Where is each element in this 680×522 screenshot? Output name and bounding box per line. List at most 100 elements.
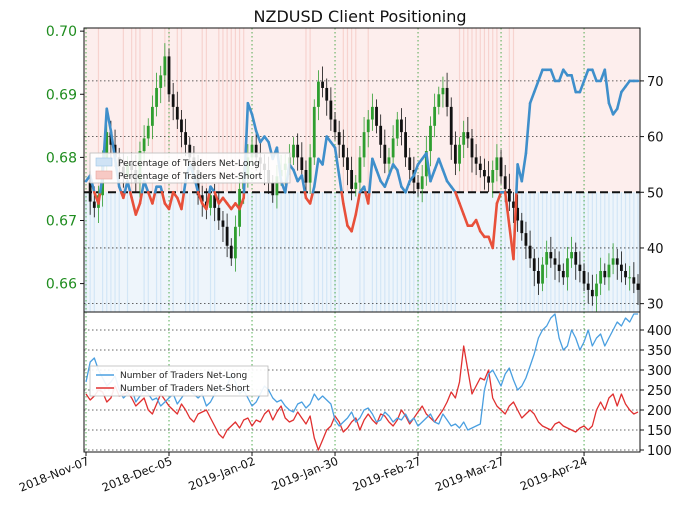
candle-body	[93, 202, 96, 208]
candle-body	[396, 120, 399, 139]
date-tick-label: 2019-Apr-24	[518, 454, 589, 494]
net-long-zone	[84, 192, 640, 312]
candle-body	[475, 157, 478, 163]
candle-body	[637, 284, 640, 290]
pct-short-segment	[342, 192, 344, 203]
candle-body	[454, 145, 457, 164]
candle-body	[537, 271, 540, 284]
candle-body	[222, 220, 225, 226]
candle-body	[433, 107, 436, 126]
pct-tick-label: 30	[647, 298, 664, 313]
candle-body	[271, 183, 274, 196]
candle-body	[342, 145, 345, 158]
candle-body	[500, 157, 503, 176]
candle-body	[217, 208, 220, 221]
candle-body	[350, 170, 353, 189]
candle-body	[628, 277, 631, 278]
date-tick-label: 2018-Dec-05	[100, 454, 174, 495]
candle-body	[230, 246, 233, 259]
candle-body	[429, 126, 432, 151]
count-tick-label: 250	[647, 384, 672, 399]
date-tick-label: 2019-Jan-02	[186, 454, 257, 493]
date-tick-label: 2019-Mar-27	[433, 454, 506, 494]
candle-body	[234, 227, 237, 259]
candle-body	[89, 183, 92, 202]
candle-body	[545, 252, 548, 265]
candle-body	[172, 94, 175, 107]
top-legend: Percentage of Traders Net-Long Percentag…	[90, 153, 290, 183]
candle-body	[558, 265, 561, 271]
candle-body	[587, 284, 590, 290]
candle-body	[462, 132, 465, 145]
legend-swatch-net-long	[96, 158, 112, 166]
legend-label-number-short: Number of Traders Net-Short	[120, 384, 250, 394]
candle-body	[570, 252, 573, 258]
candle-body	[458, 145, 461, 164]
candle-body	[143, 138, 146, 151]
candle-body	[491, 170, 494, 183]
candle-body	[300, 157, 303, 170]
candle-body	[549, 252, 552, 258]
candle-body	[359, 157, 362, 182]
price-tick-label: 0.68	[46, 150, 77, 166]
count-tick-label: 400	[647, 324, 672, 339]
candle-body	[554, 258, 557, 264]
candle-body	[562, 271, 565, 277]
pct-tick-label: 50	[647, 186, 664, 201]
candle-body	[317, 82, 320, 107]
candle-body	[450, 107, 453, 145]
pct-short-segment	[98, 192, 100, 203]
candle-body	[296, 145, 299, 158]
price-tick-label: 0.69	[46, 87, 77, 103]
candle-body	[574, 252, 577, 265]
candle-body	[442, 88, 445, 94]
candle-body	[147, 126, 150, 139]
candle-body	[375, 107, 378, 126]
candle-body	[383, 145, 386, 164]
candle-body	[504, 176, 507, 189]
candle-body	[595, 284, 598, 297]
candle-body	[367, 120, 370, 133]
candle-body	[408, 157, 411, 170]
candle-body	[151, 107, 154, 126]
candle-body	[421, 176, 424, 189]
candle-body	[334, 120, 337, 133]
candle-body	[583, 271, 586, 284]
candle-body	[624, 271, 627, 277]
candle-body	[437, 94, 440, 107]
legend-label-net-long: Percentage of Traders Net-Long	[118, 159, 260, 169]
candle-body	[321, 82, 324, 88]
candle-body	[616, 258, 619, 264]
candle-body	[404, 132, 407, 157]
legend-label-number-long: Number of Traders Net-Long	[120, 371, 247, 381]
candle-body	[392, 138, 395, 157]
price-tick-label: 0.67	[46, 213, 77, 229]
count-tick-label: 150	[647, 424, 672, 439]
candle-body	[608, 265, 611, 278]
count-tick-label: 300	[647, 364, 672, 379]
candle-body	[487, 176, 490, 182]
candle-body	[184, 132, 187, 145]
pct-tick-label: 40	[647, 242, 664, 257]
candle-body	[346, 157, 349, 170]
candle-body	[354, 183, 357, 189]
candle-body	[612, 258, 615, 264]
candle-body	[325, 88, 328, 101]
candle-body	[599, 271, 602, 284]
candle-body	[508, 189, 511, 202]
candle-body	[446, 88, 449, 107]
price-tick-label: 0.70	[46, 24, 77, 40]
candle-body	[533, 258, 536, 271]
candle-body	[329, 101, 332, 120]
candle-body	[309, 157, 312, 182]
candle-body	[417, 183, 420, 189]
candle-body	[620, 265, 623, 271]
candle-body	[529, 246, 532, 259]
candle-body	[471, 138, 474, 157]
date-tick-label: 2018-Nov-07	[17, 454, 91, 495]
candle-body	[400, 120, 403, 133]
candle-body	[305, 170, 308, 183]
candle-body	[591, 290, 594, 296]
